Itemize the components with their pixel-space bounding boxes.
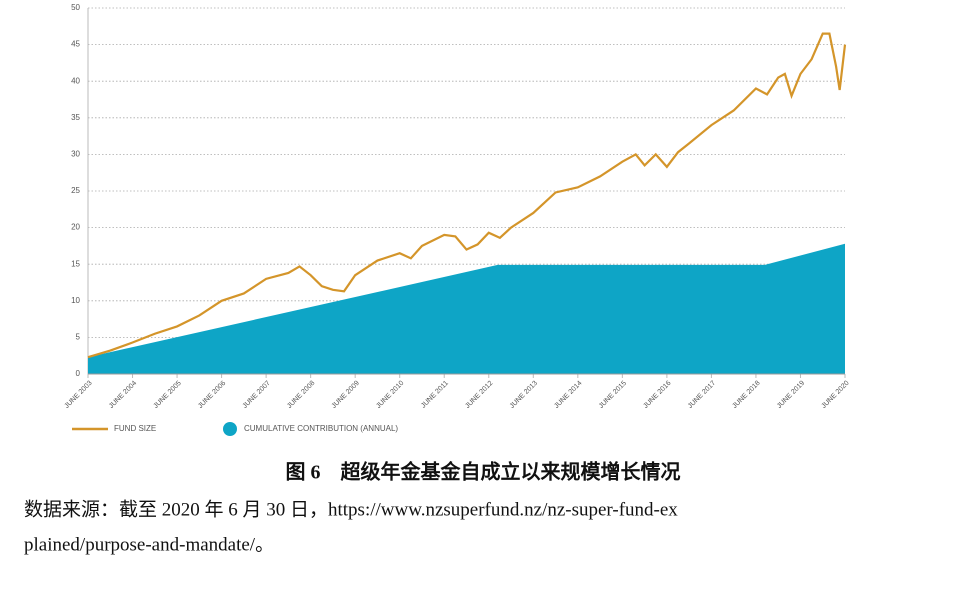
source-line: 数据来源：截至 2020 年 6 月 30 日，https://www.nzsu… — [24, 498, 678, 520]
y-tick-label: 20 — [71, 223, 80, 232]
x-tick-label: JUNE 2018 — [731, 380, 761, 410]
source-line: plained/purpose-and-mandate/。 — [24, 534, 274, 555]
y-tick-label: 25 — [71, 186, 80, 195]
x-tick-label: JUNE 2013 — [509, 380, 539, 410]
x-tick-label: JUNE 2008 — [286, 380, 316, 410]
y-tick-label: 45 — [71, 40, 80, 49]
y-tick-label: 15 — [71, 259, 80, 268]
y-tick-label: 35 — [71, 113, 80, 122]
x-tick-label: JUNE 2003 — [63, 380, 93, 410]
x-tick-label: JUNE 2019 — [776, 380, 806, 410]
y-tick-label: 5 — [76, 333, 81, 342]
y-tick-label: 30 — [71, 150, 80, 159]
x-tick-label: JUNE 2016 — [642, 380, 672, 410]
area — [88, 243, 845, 374]
x-tick-label: JUNE 2017 — [687, 380, 717, 410]
y-tick-label: 50 — [71, 3, 80, 12]
y-tick-label: 0 — [76, 369, 81, 378]
x-tick-label: JUNE 2005 — [153, 380, 183, 410]
x-tick-label: JUNE 2007 — [242, 380, 272, 410]
y-tick-label: 40 — [71, 76, 80, 85]
x-tick-label: JUNE 2006 — [197, 380, 227, 410]
legend-label: CUMULATIVE CONTRIBUTION (ANNUAL) — [244, 424, 398, 433]
x-tick-label: JUNE 2009 — [331, 380, 361, 410]
x-tick-label: JUNE 2010 — [375, 380, 405, 410]
legend-label: FUND SIZE — [114, 424, 156, 433]
x-tick-label: JUNE 2020 — [820, 380, 850, 410]
caption: 图 6 超级年金基金自成立以来规模增长情况 — [286, 460, 681, 484]
legend-marker — [223, 422, 237, 436]
line — [87, 32, 847, 359]
x-tick-label: JUNE 2004 — [108, 380, 138, 410]
x-tick-label: JUNE 2012 — [464, 380, 494, 410]
x-tick-label: JUNE 2011 — [420, 380, 450, 410]
x-tick-label: JUNE 2014 — [553, 380, 583, 410]
y-tick-label: 10 — [71, 296, 80, 305]
x-tick-label: JUNE 2015 — [598, 380, 628, 410]
